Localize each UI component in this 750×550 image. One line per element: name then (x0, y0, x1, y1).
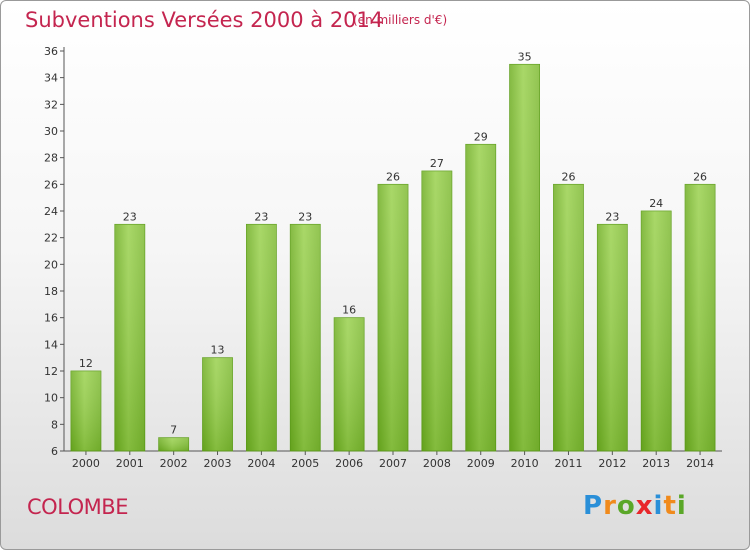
bar-value-label: 23 (254, 210, 268, 223)
y-tick-label: 10 (44, 392, 58, 405)
logo-letter: x (635, 491, 654, 521)
bar-value-label: 26 (386, 170, 400, 183)
bar-value-label: 12 (79, 357, 93, 370)
bar-shade (290, 224, 321, 451)
bar-shade (202, 357, 233, 451)
bar-shade (158, 437, 189, 451)
bar-shade (597, 224, 628, 451)
logo-letter: i (676, 491, 687, 521)
bar-shade (685, 184, 716, 452)
bar-value-label: 16 (342, 304, 356, 317)
logo-letter: P (583, 491, 604, 521)
proxiti-logo: Proxiti (583, 491, 687, 521)
x-tick-label: 2005 (291, 457, 319, 470)
logo-letter: t (663, 491, 677, 521)
bar-value-label: 26 (561, 170, 575, 183)
bar-value-label: 27 (430, 157, 444, 170)
x-tick-label: 2007 (379, 457, 407, 470)
logo-letter: o (616, 491, 636, 521)
y-tick-label: 34 (44, 72, 58, 85)
bar-value-label: 26 (693, 170, 707, 183)
x-tick-label: 2012 (598, 457, 626, 470)
y-tick-label: 16 (44, 312, 58, 325)
x-tick-label: 2006 (335, 457, 363, 470)
x-tick-label: 2001 (116, 457, 144, 470)
x-tick-label: 2002 (160, 457, 188, 470)
y-tick-label: 20 (44, 258, 58, 271)
y-tick-label: 12 (44, 365, 58, 378)
y-tick-label: 6 (51, 445, 58, 458)
y-tick-label: 36 (44, 45, 58, 58)
y-tick-label: 18 (44, 285, 58, 298)
bar-shade (114, 224, 145, 451)
chart-unit: (en milliers d'€) (353, 13, 448, 27)
bar-value-label: 23 (605, 210, 619, 223)
bar-shade (70, 371, 101, 451)
x-tick-label: 2013 (642, 457, 670, 470)
bar-value-label: 23 (298, 210, 312, 223)
x-tick-label: 2010 (511, 457, 539, 470)
logo-letter: r (603, 491, 617, 521)
bar-value-label: 35 (518, 50, 532, 63)
x-tick-label: 2003 (204, 457, 232, 470)
commune-name: COLOMBE (27, 495, 128, 519)
bar-value-label: 13 (211, 344, 225, 357)
bar-shade (509, 64, 540, 452)
y-tick-label: 24 (44, 205, 58, 218)
x-tick-label: 2009 (467, 457, 495, 470)
y-tick-label: 32 (44, 98, 58, 111)
bar-shade (378, 184, 408, 452)
bar-shade (334, 317, 365, 451)
bar-shade (465, 144, 496, 452)
x-tick-label: 2014 (686, 457, 714, 470)
bar-value-label: 7 (170, 424, 177, 437)
y-tick-label: 22 (44, 232, 58, 245)
chart-title: Subventions Versées 2000 à 2014 (25, 8, 384, 32)
bar-shade (246, 224, 277, 451)
y-tick-label: 26 (44, 178, 58, 191)
bar-value-label: 24 (649, 197, 663, 210)
logo-letter: i (653, 491, 664, 521)
y-tick-label: 30 (44, 125, 58, 138)
y-tick-label: 28 (44, 152, 58, 165)
x-tick-label: 2004 (247, 457, 275, 470)
x-tick-label: 2011 (554, 457, 582, 470)
x-tick-label: 2008 (423, 457, 451, 470)
y-tick-label: 8 (51, 418, 58, 431)
y-tick-label: 14 (44, 338, 58, 351)
bar-shade (641, 211, 672, 451)
bar-value-label: 23 (123, 210, 137, 223)
x-tick-label: 2000 (72, 457, 100, 470)
bar-value-label: 29 (474, 130, 488, 143)
bar-shade (553, 184, 584, 452)
bar-shade (421, 171, 452, 451)
